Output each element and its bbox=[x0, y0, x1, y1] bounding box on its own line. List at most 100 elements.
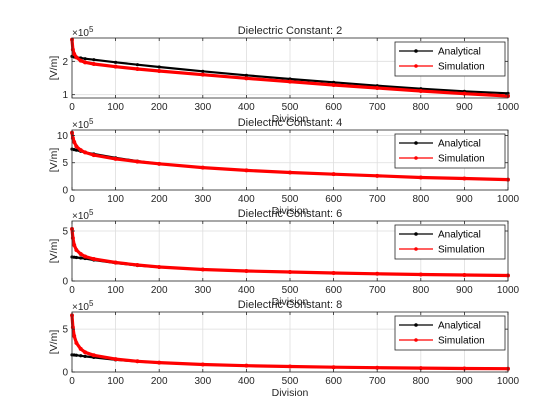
legend-swatch-marker bbox=[414, 323, 418, 327]
x-tick-label: 100 bbox=[107, 102, 124, 113]
data-point-simulation bbox=[113, 357, 118, 362]
data-point-simulation bbox=[157, 360, 162, 365]
data-point-simulation bbox=[462, 366, 467, 371]
x-tick-label: 900 bbox=[456, 285, 473, 296]
x-tick-label: 800 bbox=[412, 194, 429, 205]
legend-box bbox=[394, 41, 506, 77]
x-tick-label: 800 bbox=[412, 102, 429, 113]
data-point-simulation bbox=[375, 271, 380, 276]
y-axis-label: [V/m] bbox=[48, 148, 60, 173]
y-axis-label: [V/m] bbox=[48, 330, 60, 355]
x-tick-label: 200 bbox=[151, 102, 168, 113]
legend-swatch-marker bbox=[414, 64, 418, 68]
subplot-title: Dielectric Constant: 6 bbox=[238, 208, 343, 220]
x-tick-label: 100 bbox=[107, 285, 124, 296]
legend-swatch-marker bbox=[414, 232, 418, 236]
y-tick-label: 2 bbox=[62, 57, 68, 68]
subplot-title: Dielectric Constant: 4 bbox=[238, 117, 343, 129]
x-tick-label: 1000 bbox=[497, 194, 520, 205]
data-point-simulation bbox=[74, 340, 79, 345]
data-point-simulation bbox=[91, 153, 96, 158]
x-tick-label: 400 bbox=[238, 194, 255, 205]
legend-swatch-marker bbox=[414, 49, 418, 53]
legend-label: Simulation bbox=[438, 62, 485, 73]
legend-box bbox=[394, 133, 506, 169]
data-point-simulation bbox=[418, 175, 423, 180]
data-point-analytical bbox=[244, 73, 248, 77]
data-point-simulation bbox=[331, 172, 336, 177]
data-point-simulation bbox=[244, 168, 249, 173]
x-tick-label: 500 bbox=[282, 285, 299, 296]
data-point-simulation bbox=[135, 67, 140, 71]
data-point-simulation bbox=[70, 136, 75, 141]
data-point-simulation bbox=[462, 91, 467, 96]
data-point-simulation bbox=[331, 365, 336, 370]
data-point-simulation bbox=[78, 346, 83, 351]
data-point-simulation bbox=[244, 363, 249, 368]
data-point-analytical bbox=[92, 58, 96, 62]
y-tick-label: 0 bbox=[62, 277, 68, 288]
data-point-simulation bbox=[135, 263, 140, 267]
data-point-simulation bbox=[74, 248, 79, 252]
y-exponent-label: ×105 bbox=[72, 117, 94, 131]
data-point-simulation bbox=[288, 270, 292, 274]
data-point-analytical bbox=[79, 354, 83, 358]
data-point-simulation bbox=[288, 79, 292, 84]
data-point-simulation bbox=[157, 265, 162, 269]
data-point-simulation bbox=[200, 362, 205, 367]
legend-label: Analytical bbox=[438, 230, 481, 241]
data-point-simulation bbox=[83, 350, 88, 355]
x-tick-label: 100 bbox=[107, 194, 124, 205]
legend-swatch-marker bbox=[414, 247, 418, 251]
x-tick-label: 0 bbox=[69, 102, 75, 113]
x-tick-label: 100 bbox=[107, 376, 124, 387]
data-point-simulation bbox=[200, 72, 205, 77]
subplot-3: 0 100 200 300 400 500 600 700 800 900 1000 0 5 ×105 Di… bbox=[48, 208, 520, 308]
x-tick-label: 900 bbox=[456, 194, 473, 205]
data-point-analytical bbox=[83, 354, 87, 358]
data-point-simulation bbox=[288, 364, 292, 369]
data-point-simulation bbox=[91, 257, 96, 261]
data-point-simulation bbox=[375, 86, 380, 90]
subplot-4: 0 100 200 300 400 500 600 700 800 900 1000 0 5 ×105 Di… bbox=[48, 299, 520, 399]
legend-label: Simulation bbox=[438, 154, 485, 165]
data-point-analytical bbox=[135, 63, 139, 67]
data-point-simulation bbox=[72, 243, 77, 247]
data-point-simulation bbox=[462, 273, 467, 277]
x-tick-label: 400 bbox=[238, 102, 255, 113]
data-point-simulation bbox=[418, 366, 423, 371]
y-tick-label: 10 bbox=[57, 131, 69, 142]
x-tick-label: 600 bbox=[325, 376, 342, 387]
data-point-simulation bbox=[157, 161, 162, 166]
subplot-2: 0 100 200 300 400 500 600 700 800 900 1000 0 5 10×105… bbox=[48, 117, 520, 217]
x-axis-label: Division bbox=[272, 296, 309, 308]
data-point-simulation bbox=[462, 176, 467, 181]
y-exponent-label: ×105 bbox=[72, 208, 94, 222]
x-tick-label: 600 bbox=[325, 194, 342, 205]
data-point-simulation bbox=[418, 272, 423, 277]
x-tick-label: 200 bbox=[151, 376, 168, 387]
legend: Analytical Simulation bbox=[394, 41, 506, 77]
x-axis-label: Division bbox=[272, 113, 309, 125]
legend-label: Simulation bbox=[438, 245, 485, 256]
y-tick-label: 5 bbox=[62, 325, 68, 336]
x-tick-label: 900 bbox=[456, 102, 473, 113]
data-point-simulation bbox=[78, 252, 83, 256]
y-exponent-label: ×105 bbox=[72, 25, 94, 39]
x-tick-label: 200 bbox=[151, 285, 168, 296]
data-point-simulation bbox=[83, 254, 88, 259]
x-tick-label: 600 bbox=[325, 102, 342, 113]
data-point-simulation bbox=[91, 353, 96, 358]
x-tick-label: 800 bbox=[412, 285, 429, 296]
x-tick-label: 300 bbox=[194, 376, 211, 387]
data-point-simulation bbox=[135, 159, 140, 164]
legend-label: Analytical bbox=[438, 139, 481, 150]
data-point-simulation bbox=[113, 64, 118, 69]
data-point-analytical bbox=[74, 255, 78, 260]
data-point-simulation bbox=[288, 170, 292, 175]
x-tick-label: 700 bbox=[369, 376, 386, 387]
data-point-analytical bbox=[79, 256, 83, 260]
x-tick-label: 1000 bbox=[497, 102, 520, 113]
x-tick-label: 400 bbox=[238, 376, 255, 387]
data-point-simulation bbox=[331, 83, 336, 87]
